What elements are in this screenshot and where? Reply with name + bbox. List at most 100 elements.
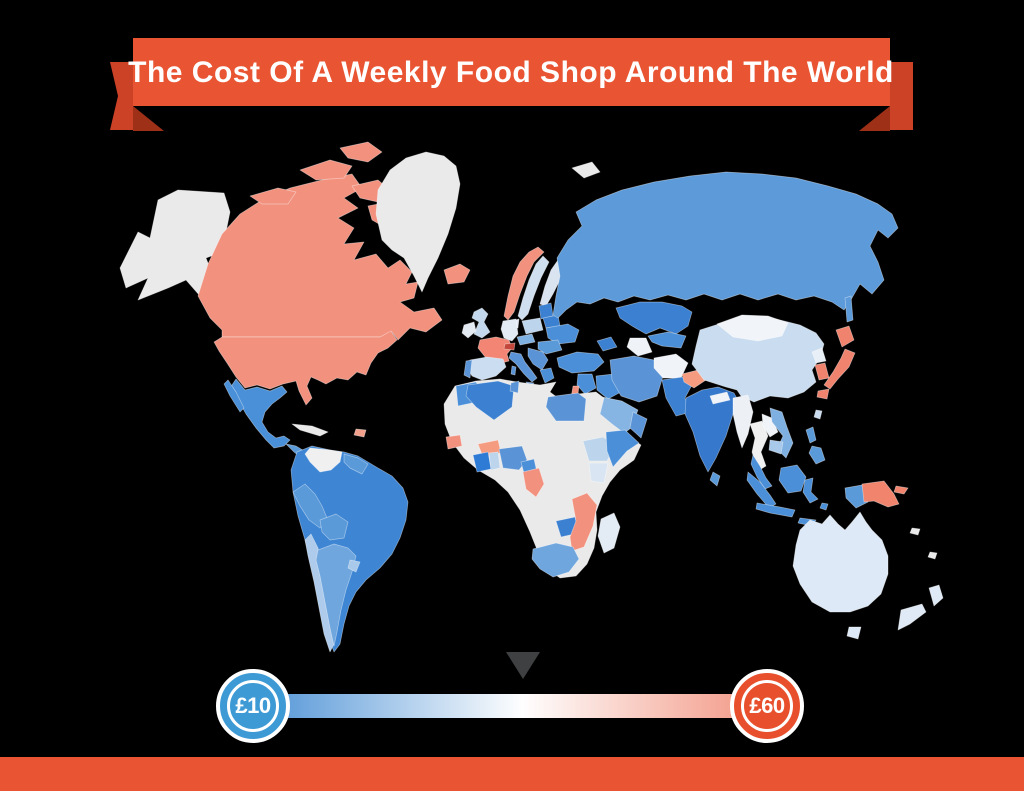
region-greenland: [375, 151, 461, 293]
region-syria-jordan: [576, 373, 597, 395]
legend-max-label: £60: [749, 693, 785, 718]
region-indonesia: [819, 502, 829, 511]
region-russia: [552, 171, 899, 319]
region-caucasus: [596, 336, 618, 352]
region-guyanas: [343, 453, 369, 475]
ribbon-right-tail: [890, 62, 913, 130]
region-turkey: [556, 351, 605, 374]
title-ribbon: The Cost Of A Weekly Food Shop Around Th…: [110, 38, 913, 131]
region-italy: [508, 351, 538, 383]
region-philippines: [805, 426, 817, 444]
region-algeria: [465, 380, 515, 421]
region-ghana: [488, 451, 501, 471]
region-laos: [761, 413, 779, 438]
region-ivory-coast: [472, 451, 492, 473]
region-indonesia: [778, 464, 807, 494]
region-spain: [466, 356, 507, 381]
region-senegal: [445, 434, 463, 450]
region-mozambique: [569, 492, 598, 552]
legend-min-label: £10: [235, 693, 271, 718]
region-madagascar: [597, 512, 621, 554]
region-central-asia: [647, 331, 687, 349]
region-malaysia: [750, 454, 773, 490]
region-greece: [539, 367, 555, 384]
region-hispaniola: [353, 428, 367, 438]
region-turkmenistan: [626, 337, 653, 357]
region-canada: [197, 173, 443, 341]
region-venezuela: [304, 447, 343, 473]
region-arctic-islands: [339, 141, 383, 163]
region-papua-new-guinea: [893, 485, 909, 495]
region-japan: [823, 348, 856, 390]
region-pacific-islands: [909, 527, 921, 536]
region-switzerland: [503, 342, 516, 351]
region-kenya: [588, 462, 609, 484]
region-japan: [835, 325, 855, 348]
region-cuba: [291, 423, 329, 437]
footer-accent-bar: [0, 757, 1024, 791]
region-sweden: [517, 255, 550, 321]
region-china: [691, 317, 825, 403]
region-taiwan: [813, 409, 823, 420]
region-south-korea: [814, 362, 830, 381]
region-philippines: [808, 445, 826, 465]
ribbon-right-fold: [859, 106, 890, 131]
color-scale-bar: [253, 694, 771, 718]
region-south-africa: [531, 542, 580, 578]
region-tunisia: [509, 380, 520, 394]
region-bolivia: [319, 513, 349, 541]
region-kazakhstan: [615, 301, 693, 335]
region-alaska: [119, 189, 231, 301]
region-arctic-islands: [249, 187, 297, 205]
region-nepal: [709, 391, 731, 405]
region-arctic-islands: [299, 159, 353, 181]
region-new-zealand: [928, 584, 944, 607]
region-uk: [471, 307, 491, 339]
region-north-korea: [811, 347, 827, 364]
region-ireland: [461, 321, 477, 339]
region-iceland: [443, 263, 471, 285]
region-papua-new-guinea: [861, 480, 900, 508]
region-mongolia: [716, 314, 789, 342]
region-austria-czech: [516, 333, 536, 346]
region-pacific-islands: [927, 551, 938, 560]
ribbon-band: [133, 38, 890, 106]
region-mexico: [223, 379, 245, 413]
region-germany: [500, 318, 519, 342]
region-mexico: [229, 378, 291, 449]
legend-max-badge: £60: [730, 669, 804, 743]
scale-pointer-icon: [506, 652, 540, 679]
region-egypt: [545, 392, 587, 422]
region-russia: [844, 295, 854, 323]
region-west-papua: [844, 484, 869, 509]
region-indonesia: [802, 477, 819, 504]
region-myanmar: [732, 394, 754, 449]
ribbon-left-fold: [133, 106, 164, 131]
region-usa: [213, 330, 398, 406]
region-congo: [522, 467, 545, 498]
region-japan: [816, 388, 830, 400]
legend-min-badge-ring: £10: [227, 680, 279, 732]
legend-min-badge: £10: [216, 669, 290, 743]
region-vietnam: [769, 407, 794, 459]
region-australia: [792, 511, 889, 613]
region-ukraine: [545, 323, 580, 345]
region-oman: [629, 411, 648, 439]
region-svalbard: [571, 161, 601, 179]
region-tasmania: [846, 626, 862, 640]
page-title: The Cost Of A Weekly Food Shop Around Th…: [128, 56, 894, 89]
region-uruguay: [347, 559, 361, 573]
region-portugal: [463, 359, 473, 379]
region-indonesia: [755, 502, 796, 518]
legend-max-badge-ring: £60: [741, 680, 793, 732]
region-new-zealand: [897, 603, 927, 631]
region-romania-hungary: [537, 339, 563, 355]
region-poland: [521, 317, 544, 335]
region-norway: [503, 246, 545, 321]
region-argentina: [315, 543, 357, 647]
region-somalia: [605, 429, 640, 468]
region-sri-lanka: [709, 471, 721, 487]
region-iran: [609, 355, 664, 403]
